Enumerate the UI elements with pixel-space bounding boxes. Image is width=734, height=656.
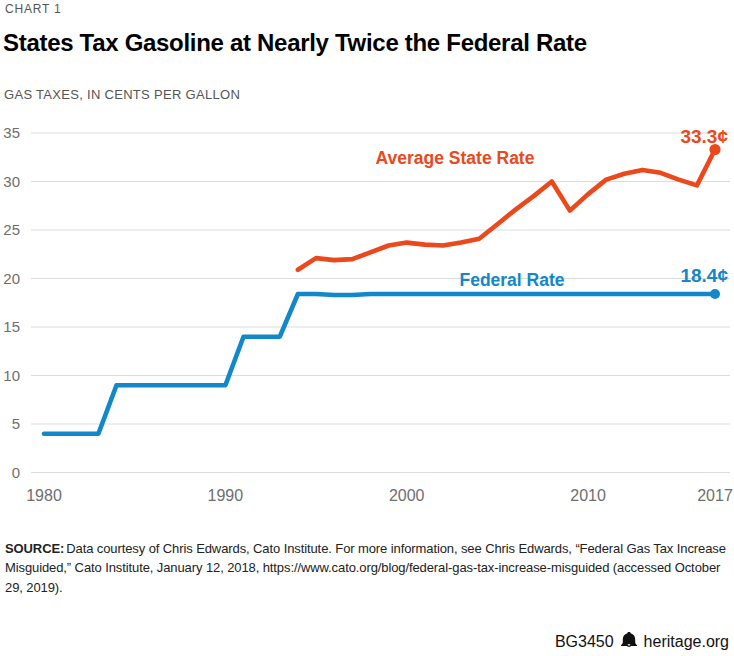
heritage-bell-logo-icon xyxy=(621,632,637,651)
chart-subtitle: GAS TAXES, IN CENTS PER GALLON xyxy=(4,87,240,102)
gas-tax-line-chart: 0 5 10 15 20 25 30 35 1980 1990 2000 2010 2017 Federa… xyxy=(0,110,734,512)
line-chart-area: 0 5 10 15 20 25 30 35 1980 1990 2000 2010 2017 Federa… xyxy=(0,110,734,512)
source-text: Data courtesy of Chris Edwards, Cato Ins… xyxy=(5,541,726,595)
chart-kicker: CHART 1 xyxy=(5,2,62,16)
y-tick-label-25: 25 xyxy=(3,221,20,238)
y-tick-label-35: 35 xyxy=(3,124,20,141)
footer-brand: BG3450 heritage.org xyxy=(555,632,729,651)
source-note: SOURCE:Data courtesy of Chris Edwards, C… xyxy=(5,539,732,597)
average-state-rate-label: Average State Rate xyxy=(376,148,535,168)
doc-id: BG3450 xyxy=(555,633,614,651)
x-tick-label-2000: 2000 xyxy=(389,487,425,504)
y-tick-label-30: 30 xyxy=(3,173,20,190)
federal-rate-end-label: 18.4¢ xyxy=(680,265,728,286)
y-tick-label-15: 15 xyxy=(3,318,20,335)
x-tick-label-1990: 1990 xyxy=(208,487,244,504)
federal-rate-endpoint-dot xyxy=(710,289,720,299)
federal-rate-label: Federal Rate xyxy=(459,270,564,290)
y-tick-label-0: 0 xyxy=(12,464,20,481)
y-tick-label-5: 5 xyxy=(12,415,20,432)
y-tick-label-10: 10 xyxy=(3,367,20,384)
average-state-rate-end-label: 33.3¢ xyxy=(680,126,728,147)
chart-page: CHART 1 States Tax Gasoline at Nearly Tw… xyxy=(0,0,734,656)
y-tick-label-20: 20 xyxy=(3,270,20,287)
site-link: heritage.org xyxy=(644,633,729,651)
federal-rate-line xyxy=(44,294,715,434)
page-title: States Tax Gasoline at Nearly Twice the … xyxy=(3,29,587,57)
x-tick-label-1980: 1980 xyxy=(26,487,62,504)
x-tick-label-2017: 2017 xyxy=(697,487,733,504)
x-tick-label-2010: 2010 xyxy=(570,487,606,504)
source-label: SOURCE: xyxy=(5,541,64,556)
